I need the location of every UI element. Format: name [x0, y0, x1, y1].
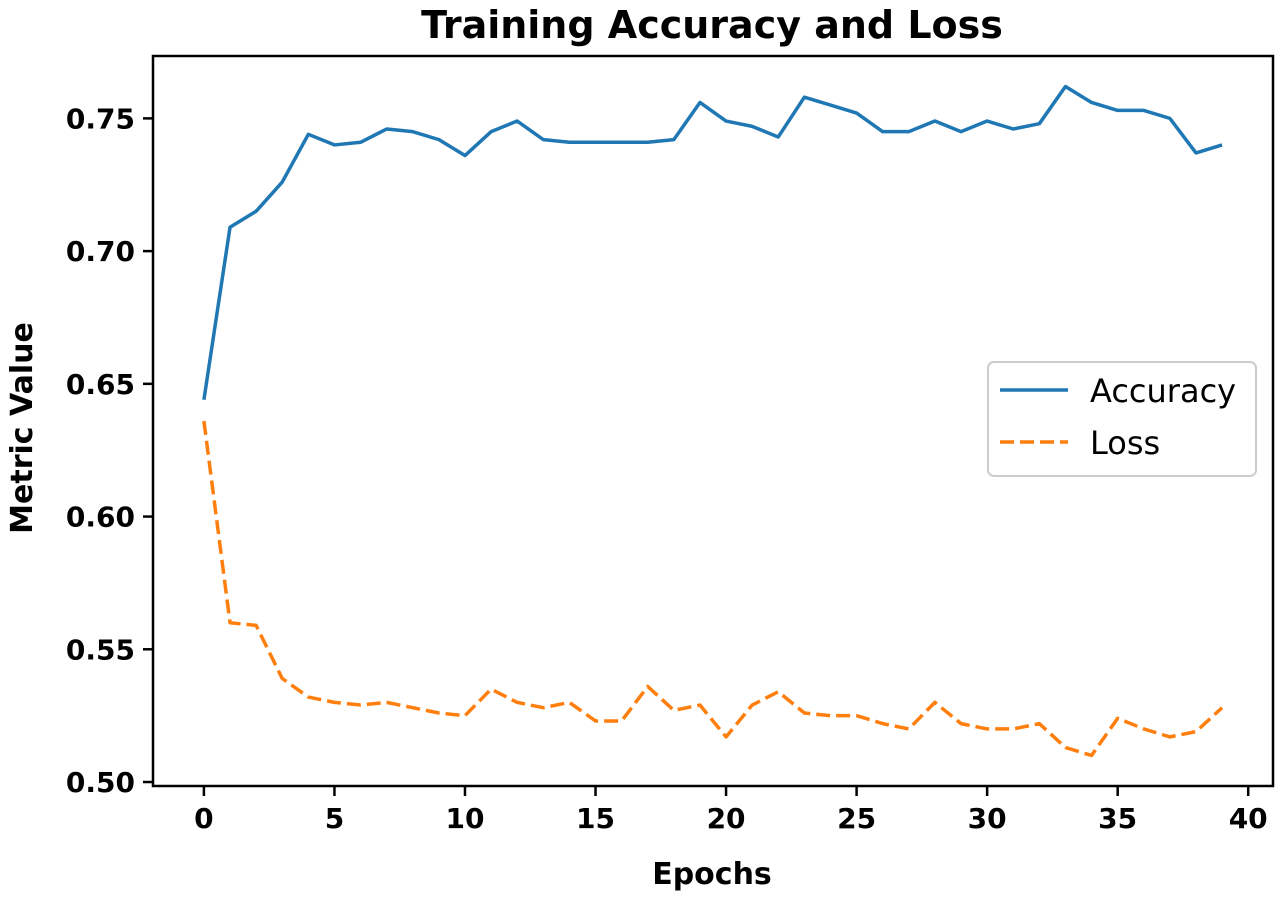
y-tick-label: 0.55 [66, 633, 135, 666]
y-axis-label: Metric Value [5, 322, 40, 534]
x-tick-label: 20 [707, 802, 746, 835]
chart-title: Training Accuracy and Loss [421, 3, 1003, 47]
x-tick-label: 15 [576, 802, 615, 835]
x-tick-label: 5 [325, 802, 344, 835]
series-line-accuracy [202, 84, 1223, 401]
y-tick-label: 0.65 [66, 368, 135, 401]
x-axis-label: Epochs [652, 857, 772, 892]
plot-frame [151, 54, 1275, 788]
x-tick-label: 0 [194, 802, 213, 835]
y-tick-label: 0.75 [66, 102, 135, 135]
series-line-loss [202, 420, 1224, 758]
y-tick-label: 0.70 [66, 235, 135, 268]
x-tick-label: 30 [968, 802, 1007, 835]
x-tick-label: 10 [445, 802, 484, 835]
plot-area: 0 5 10 15 20 25 30 35 40 0.50 0.55 0.60 0.65 0.70 0.75… [66, 54, 1275, 835]
y-tick-label: 0.50 [66, 766, 135, 799]
x-tick-label: 25 [837, 802, 876, 835]
legend-label-loss: Loss [1090, 424, 1160, 462]
x-tick-label: 40 [1229, 802, 1268, 835]
y-tick-label: 0.60 [66, 501, 135, 534]
legend-label-accuracy: Accuracy [1090, 372, 1236, 410]
x-tick-label: 35 [1098, 802, 1137, 835]
